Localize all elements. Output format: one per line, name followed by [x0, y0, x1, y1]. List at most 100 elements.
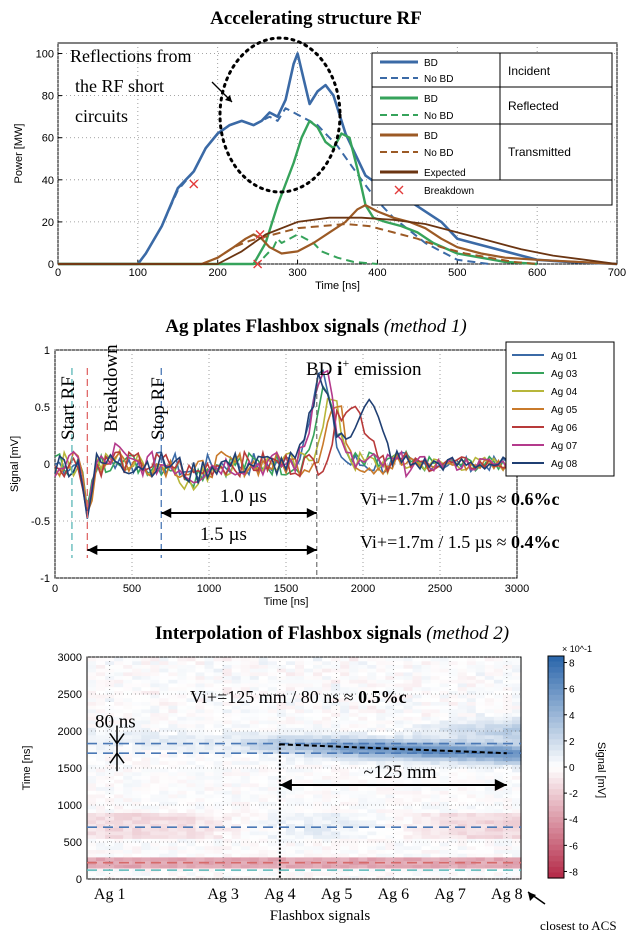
chart3-heatmap-cell	[159, 682, 169, 688]
chart3-heatmap-cell	[385, 827, 395, 832]
chart3-heatmap-cell	[403, 793, 414, 799]
chart3-heatmap-cell	[304, 745, 314, 751]
chart3-heatmap-cell	[295, 686, 305, 691]
chart3-heatmap-cell	[285, 830, 296, 836]
chart3-heatmap-cell	[195, 764, 206, 769]
chart3-heatmap-cell	[114, 723, 124, 728]
chart3-heatmap-cell	[466, 827, 477, 832]
chart3-heatmap-cell	[159, 738, 169, 743]
chart3-heatmap-cell	[475, 660, 486, 665]
chart3-heatmap-cell	[439, 842, 450, 847]
chart3-heatmap-cell	[439, 760, 450, 765]
chart3-heatmap-cell	[448, 712, 459, 717]
chart3-heatmap-cell	[457, 875, 468, 880]
chart3-heatmap-cell	[114, 668, 124, 673]
chart3-heatmap-cell	[403, 764, 414, 769]
chart3-heatmap-cell	[512, 690, 522, 695]
chart1-annotation-circle	[218, 36, 342, 194]
chart3-heatmap-cell	[105, 668, 115, 673]
chart3-heatmap-cell	[141, 768, 151, 773]
chart3-heatmap-cell	[313, 768, 323, 773]
chart3-heatmap-cell	[96, 827, 106, 832]
chart3-heatmap-cell	[421, 864, 432, 869]
chart3-heatmap-cell	[141, 764, 151, 769]
chart3-heatmap-cell	[195, 727, 206, 732]
chart3-heatmap-cell	[512, 764, 522, 769]
chart3-heatmap-cell	[367, 668, 377, 673]
chart3-heatmap-cell	[412, 801, 423, 806]
chart3-heatmap-cell	[240, 760, 251, 765]
chart3-heatmap-cell	[457, 790, 468, 795]
chart3-heatmap-cell	[439, 708, 450, 714]
chart3-heatmap-cell	[105, 701, 115, 706]
chart3-heatmap-cell	[231, 712, 242, 717]
chart3-heatmap-cell	[466, 764, 477, 769]
chart3-heatmap-cell	[132, 849, 142, 854]
chart3-heatmap-cell	[96, 782, 106, 788]
chart3-heatmap-cell	[349, 660, 359, 665]
chart3-heatmap-cell	[141, 660, 151, 665]
chart3-heatmap-cell	[195, 668, 206, 673]
chart3-heatmap-cell	[403, 842, 414, 847]
chart3-heatmap-cell	[240, 797, 251, 802]
chart3-heatmap-cell	[141, 771, 151, 776]
chart3-heatmap-cell	[231, 768, 242, 773]
chart3-heatmap-cell	[132, 771, 142, 776]
chart3-heatmap-cell	[231, 716, 242, 721]
chart3-heatmap-cell	[177, 694, 187, 699]
chart3-heatmap-cell	[168, 775, 178, 780]
chart2-xtick-label: 2500	[428, 583, 452, 595]
chart3-heatmap-cell	[114, 864, 124, 869]
chart3-heatmap-cell	[267, 708, 278, 714]
chart3-heatmap-cell	[313, 779, 323, 784]
chart3-heatmap-cell	[168, 657, 178, 662]
chart2-xlabel: Time [ns]	[264, 596, 309, 608]
chart3-heatmap-cell	[331, 716, 341, 721]
chart3-heatmap-cell	[385, 708, 395, 714]
chart3-heatmap-cell	[222, 793, 233, 799]
chart3-heatmap-cell	[231, 838, 242, 843]
chart3-heatmap-cell	[385, 716, 395, 721]
chart3-heatmap-cell	[313, 805, 323, 810]
chart3-heatmap-cell	[457, 756, 468, 762]
chart3-heatmap-cell	[331, 712, 341, 717]
chart3-heatmap-cell	[430, 731, 441, 736]
chart3-heatmap-cell	[96, 786, 106, 791]
chart3-heatmap-cell	[421, 819, 432, 825]
chart3-heatmap-cell	[421, 701, 432, 706]
chart3-heatmap-cell	[213, 731, 224, 736]
chart3-heatmap-cell	[295, 716, 305, 721]
chart3-heatmap-cell	[295, 694, 305, 699]
chart3-heatmap-cell	[150, 734, 160, 739]
chart3-heatmap-cell	[430, 768, 441, 773]
chart3-heatmap-cell	[285, 657, 296, 662]
chart3-heatmap-cell	[87, 830, 97, 836]
chart3-heatmap-cell	[493, 838, 504, 843]
chart3-heatmap-cell	[295, 808, 305, 813]
chart3-heatmap-cell	[213, 660, 224, 665]
chart3-heatmap-cell	[222, 657, 233, 662]
chart3-heatmap-cell	[493, 705, 504, 710]
chart3-heatmap-cell	[358, 668, 368, 673]
chart3-heatmap-cell	[394, 779, 404, 784]
chart3-heatmap-cell	[177, 782, 187, 788]
chart3-heatmap-cell	[168, 793, 178, 799]
chart3-heatmap-cell	[222, 723, 233, 728]
chart3-colorbar-cell	[548, 805, 564, 812]
chart3-heatmap-cell	[484, 834, 495, 839]
chart3-heatmap-cell	[304, 756, 314, 762]
chart3-heatmap-cell	[105, 842, 115, 847]
chart3-heatmap-cell	[168, 827, 178, 832]
chart3-heatmap-cell	[493, 719, 504, 725]
chart3-heatmap-cell	[267, 716, 278, 721]
chart3-heatmap-cell	[493, 797, 504, 802]
chart3-heatmap-cell	[213, 875, 224, 880]
chart3-heatmap-cell	[186, 756, 197, 762]
chart3-heatmap-cell	[421, 723, 432, 728]
chart3-heatmap-cell	[204, 853, 215, 858]
chart3-heatmap-cell	[222, 790, 233, 795]
chart3-heatmap-cell	[512, 827, 522, 832]
chart3-heatmap-cell	[96, 731, 106, 736]
chart3-heatmap-cell	[159, 805, 169, 810]
chart3-heatmap-cell	[159, 838, 169, 843]
